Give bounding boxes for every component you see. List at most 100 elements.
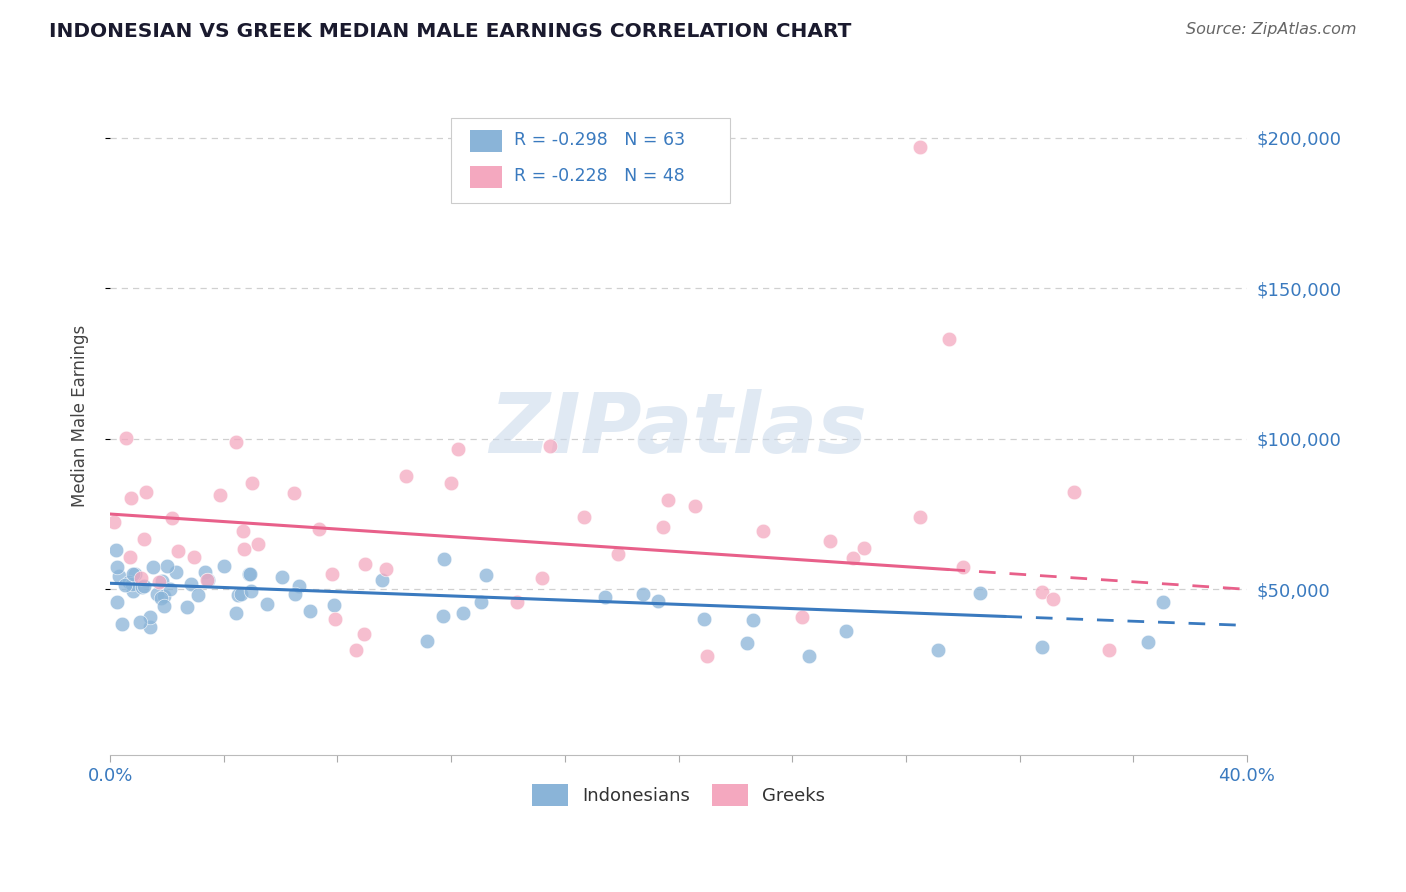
Point <box>239 583 262 598</box>
Point <box>195 573 218 587</box>
Point <box>737 636 759 650</box>
Point <box>1097 642 1119 657</box>
Point <box>232 542 254 557</box>
Point <box>1031 640 1053 654</box>
Bar <box>471 166 502 188</box>
Point <box>103 516 125 530</box>
Point <box>121 577 143 591</box>
Point <box>470 595 492 609</box>
Point <box>121 567 143 582</box>
Point <box>908 510 931 524</box>
Point <box>187 588 209 602</box>
Point <box>148 574 170 589</box>
Point <box>797 648 820 663</box>
Point <box>107 559 129 574</box>
Point <box>111 617 134 632</box>
Point <box>120 491 142 505</box>
Point <box>952 560 974 574</box>
Point <box>131 580 153 594</box>
Point <box>129 615 152 629</box>
Point <box>105 543 128 558</box>
Point <box>1063 484 1085 499</box>
Point <box>114 431 136 445</box>
Bar <box>471 130 502 152</box>
Point <box>323 611 346 625</box>
Point <box>375 562 398 576</box>
Point <box>287 579 309 593</box>
Point <box>1136 635 1159 649</box>
Point <box>606 547 628 561</box>
Point <box>232 524 254 538</box>
Point <box>180 577 202 591</box>
Point <box>132 532 155 546</box>
Point <box>231 586 253 600</box>
Point <box>395 469 418 483</box>
Point <box>1031 584 1053 599</box>
Point <box>118 550 141 565</box>
Point <box>183 549 205 564</box>
Point <box>451 606 474 620</box>
Point <box>308 522 330 536</box>
Point <box>657 493 679 508</box>
Point <box>108 569 131 583</box>
Point <box>194 566 217 580</box>
FancyBboxPatch shape <box>451 118 730 202</box>
Point <box>321 567 343 582</box>
Point <box>162 511 184 525</box>
Point <box>322 598 344 612</box>
Point <box>150 574 173 588</box>
Point <box>530 571 553 585</box>
Point <box>474 568 496 582</box>
Point <box>225 434 247 449</box>
Point <box>298 604 321 618</box>
Point <box>226 588 249 602</box>
Point <box>354 558 377 572</box>
Text: Source: ZipAtlas.com: Source: ZipAtlas.com <box>1187 22 1357 37</box>
Point <box>145 587 167 601</box>
Point <box>247 536 270 550</box>
Y-axis label: Median Male Earnings: Median Male Earnings <box>72 325 89 508</box>
Point <box>176 600 198 615</box>
Point <box>283 486 305 500</box>
Point <box>439 475 461 490</box>
Point <box>156 559 179 574</box>
Point <box>370 573 392 587</box>
Point <box>240 476 263 491</box>
Point <box>927 643 949 657</box>
Point <box>208 488 231 502</box>
Point <box>159 582 181 596</box>
Point <box>631 587 654 601</box>
Point <box>239 567 262 582</box>
Point <box>114 578 136 592</box>
Point <box>416 634 439 648</box>
Point <box>432 608 454 623</box>
Point <box>139 620 162 634</box>
Point <box>270 570 292 584</box>
Point <box>150 591 173 605</box>
Point <box>142 559 165 574</box>
Point <box>593 591 616 605</box>
Point <box>790 610 813 624</box>
Point <box>105 595 128 609</box>
Point <box>284 587 307 601</box>
Text: INDONESIAN VS GREEK MEDIAN MALE EARNINGS CORRELATION CHART: INDONESIAN VS GREEK MEDIAN MALE EARNINGS… <box>49 22 852 41</box>
Point <box>651 520 673 534</box>
Point <box>1152 595 1174 609</box>
Point <box>647 594 669 608</box>
Point <box>842 551 865 566</box>
Point <box>969 585 991 599</box>
Point <box>938 332 960 346</box>
Point <box>433 552 456 566</box>
Point <box>153 589 176 603</box>
Point <box>741 614 763 628</box>
Point <box>165 566 187 580</box>
Point <box>696 648 718 663</box>
Point <box>129 571 152 585</box>
Point <box>447 442 470 456</box>
Point <box>346 642 368 657</box>
Point <box>353 627 375 641</box>
Point <box>835 624 858 638</box>
Point <box>212 559 235 574</box>
Point <box>506 595 529 609</box>
Point <box>256 597 278 611</box>
